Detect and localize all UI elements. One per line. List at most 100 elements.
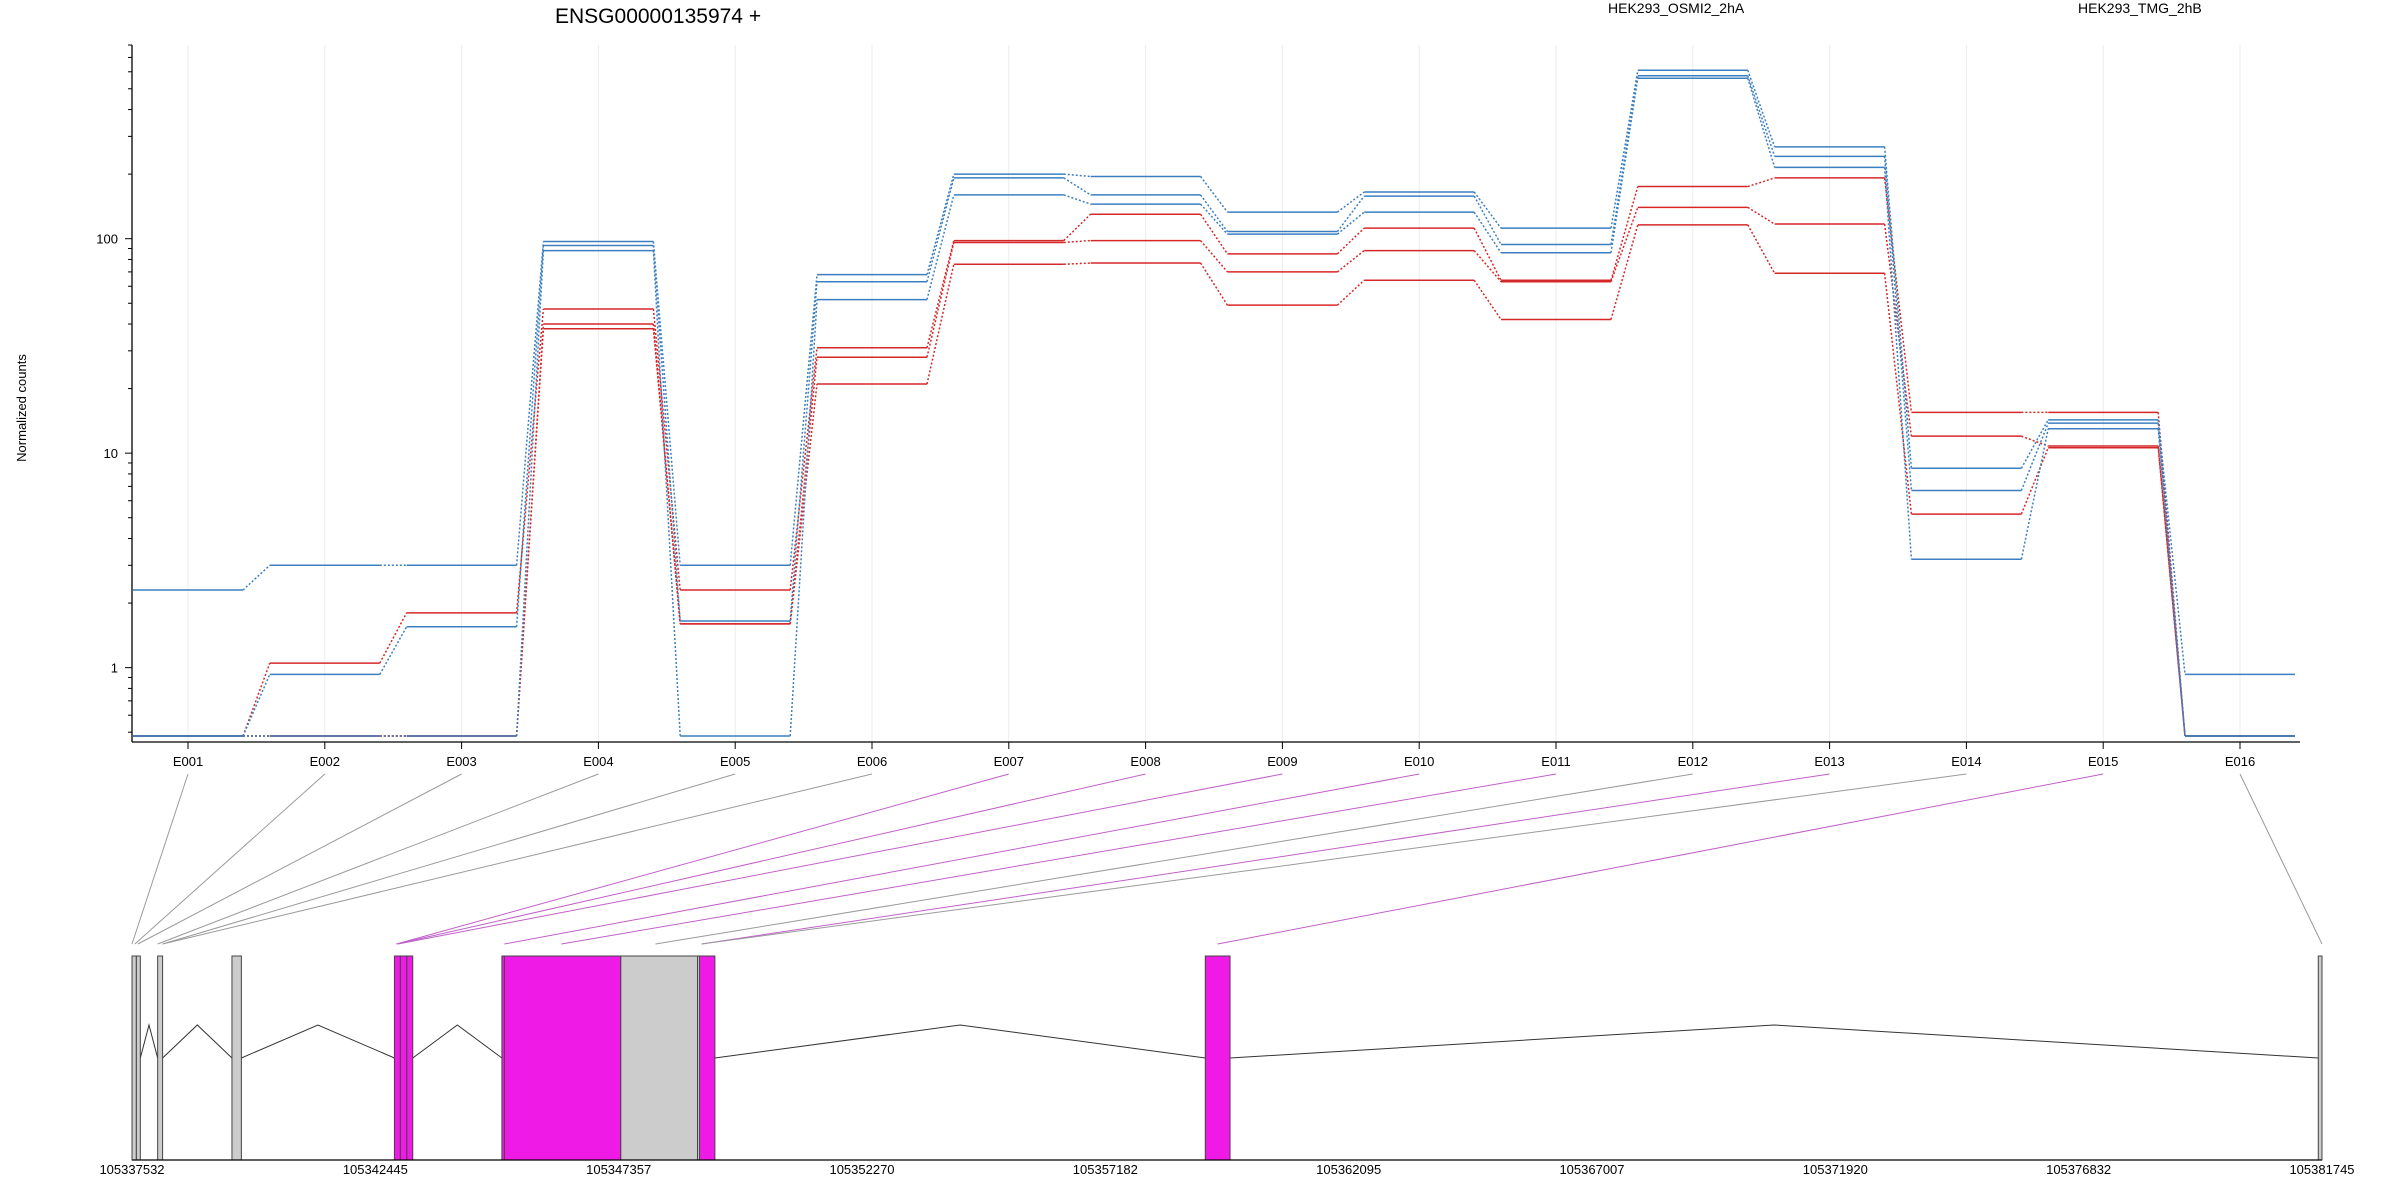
x-tick-label-e005: E005 (720, 754, 750, 769)
series-connector (2020, 422, 2049, 491)
series-connector (1747, 78, 1776, 168)
series-connector (2157, 428, 2186, 737)
series-connector (1610, 224, 1639, 320)
series-connector (926, 194, 955, 300)
series-connector (789, 299, 818, 737)
series-3 (133, 69, 2295, 676)
intron-line (139, 1023, 159, 1059)
series-connector (926, 173, 955, 275)
series-connector (242, 662, 271, 737)
series-connector (652, 250, 681, 737)
series-connector (1473, 195, 1502, 245)
connector-e008 (396, 773, 1146, 945)
series-connector (1747, 70, 1776, 148)
x-tick-label-e008: E008 (1130, 754, 1160, 769)
exon-box-e003 (157, 955, 164, 1161)
connector-e009 (397, 773, 1283, 945)
series-connector (1883, 156, 1913, 491)
coordinate-tick-label: 105362095 (1316, 1162, 1381, 1177)
connector-e014 (701, 773, 1967, 945)
series-connector (1200, 203, 1228, 235)
series-connector (242, 674, 271, 737)
intron-line (1230, 1024, 2319, 1059)
series-connector (1199, 194, 1229, 232)
series-connector (242, 564, 271, 591)
series-layer (133, 69, 2295, 737)
exon-box-e012 (699, 955, 716, 1161)
series-connector (1063, 239, 1091, 244)
series-connector (1473, 279, 1502, 320)
series-connector (652, 245, 681, 622)
series-connector (1473, 250, 1502, 283)
series-connector (2021, 435, 2049, 447)
chart-title: ENSG00000135974 + (555, 5, 761, 28)
x-tick-label-e011: E011 (1541, 754, 1570, 769)
x-tick-label-e001: E001 (173, 754, 203, 769)
series-connector (515, 241, 545, 566)
series-connector (926, 242, 955, 358)
series-connector (1063, 213, 1092, 242)
intron-line (714, 1024, 1206, 1059)
series-connector (789, 383, 818, 624)
series-connector (2157, 419, 2186, 675)
x-tick-label-e003: E003 (446, 754, 476, 769)
series-connector (1883, 177, 1913, 413)
y-tick-label: 10 (104, 446, 118, 461)
series-connector (379, 612, 408, 664)
connector-e016 (2239, 773, 2323, 945)
series-connector (1883, 223, 1913, 437)
series-connector (789, 347, 818, 591)
series-connector (1063, 177, 1092, 196)
intron-line (241, 1024, 395, 1059)
x-tick-label-e009: E009 (1267, 754, 1297, 769)
series-connector (2020, 428, 2049, 560)
series-connector (1610, 186, 1639, 281)
series-connector (1747, 177, 1775, 188)
series-connector (1336, 195, 1365, 232)
series-connector (515, 245, 545, 627)
series-connector (1473, 211, 1502, 254)
series-connector (1610, 207, 1639, 282)
connector-e015 (1217, 773, 2104, 945)
legend-entry-tmg: HEK293_TMG_2hB (2078, 0, 2202, 16)
exon-box-e002 (135, 955, 141, 1161)
x-tick-label-e013: E013 (1814, 754, 1844, 769)
coordinate-tick-label: 105371920 (1803, 1162, 1868, 1177)
connector-e002 (134, 773, 326, 945)
series-connector (1336, 279, 1365, 306)
series-connector (1336, 211, 1365, 235)
exon-box-e006 (399, 955, 408, 1161)
x-tick-label-e004: E004 (583, 754, 613, 769)
connector-e011 (561, 773, 1557, 945)
exon-box-e007 (406, 955, 414, 1161)
connector-e006 (162, 773, 873, 945)
y-tick-label: 100 (96, 232, 118, 247)
gene-model: 105337532 105342445 105347357 105352270 1053… (99, 955, 2355, 1177)
connector-e004 (157, 773, 599, 945)
exon-box-e016 (2317, 955, 2323, 1161)
x-tick-label-e002: E002 (310, 754, 340, 769)
x-tick-label-e010: E010 (1404, 754, 1434, 769)
series-connector (1199, 262, 1229, 306)
exon-box-e004 (231, 955, 242, 1161)
series-4 (133, 75, 2295, 737)
series-connector (1336, 191, 1365, 213)
series-connector (926, 240, 955, 348)
connector-e007 (396, 773, 1009, 945)
series-connector (2020, 419, 2049, 469)
series-connector (1473, 227, 1502, 281)
series-0 (133, 177, 2295, 737)
series-connector (652, 328, 681, 624)
coordinate-tick-label: 105357182 (1073, 1162, 1138, 1177)
axes: 1 10 100 E001 E002 E003 E004 E005 E006 E007 E008 E0… (96, 44, 2300, 769)
series-connector (789, 274, 818, 566)
series-connector (926, 177, 955, 282)
series-connector (1610, 70, 1639, 229)
series-connector (1747, 206, 1775, 225)
series-connector (2020, 447, 2049, 515)
series-connector (1063, 262, 1091, 265)
series-connector (1883, 273, 1913, 515)
series-connector (515, 250, 545, 737)
series-connector (1883, 167, 1913, 560)
connector-e005 (162, 773, 736, 945)
